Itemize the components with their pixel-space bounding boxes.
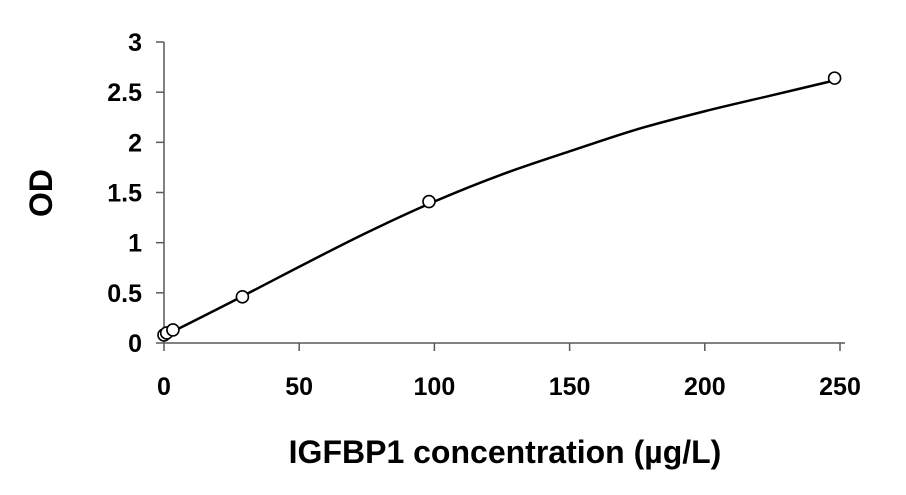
y-tick-label: 3 <box>128 29 142 57</box>
data-point <box>422 194 436 209</box>
axes <box>163 42 845 344</box>
data-point <box>166 323 180 337</box>
x-tick-label: 250 <box>819 373 861 401</box>
x-tick-label: 50 <box>285 373 313 401</box>
y-tick-label: 0 <box>128 330 142 358</box>
x-tick-label: 100 <box>414 373 456 401</box>
x-tick-label: 0 <box>157 373 171 401</box>
y-axis-title: OD <box>23 169 59 217</box>
x-axis-title: IGFBP1 concentration (µg/L) <box>289 434 722 470</box>
y-tick-label: 1.5 <box>107 180 142 208</box>
x-tick-label: 200 <box>684 373 726 401</box>
y-tick-label: 0.5 <box>107 280 142 308</box>
y-tick-label: 1 <box>128 230 142 258</box>
data-point <box>827 71 842 85</box>
data-points <box>157 71 842 342</box>
ticks: 0 0.5 1 1.5 2 2.5 3 0 50 100 150 200 250 <box>107 29 861 401</box>
y-tick-label: 2 <box>128 129 142 157</box>
data-point <box>235 290 250 304</box>
fit-curve <box>163 77 841 338</box>
fit-curve-layer <box>163 77 841 338</box>
y-tick-label: 2.5 <box>107 79 142 107</box>
x-tick-label: 150 <box>549 373 591 401</box>
